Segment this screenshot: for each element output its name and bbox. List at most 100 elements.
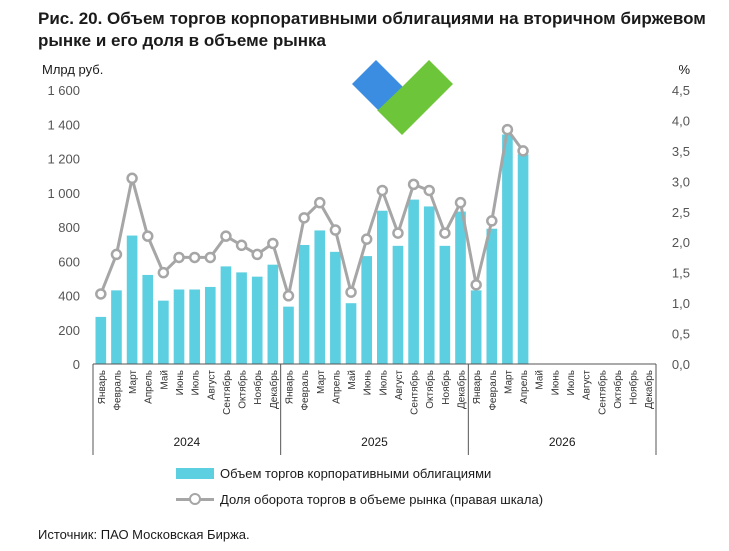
x-axis: Январь Февраль Март Апрель Май Июнь Июль Август… [92,363,657,455]
line-point [110,248,123,261]
line-point [173,251,185,264]
x-tick-label: Февраль [488,370,499,411]
legend-bar-label: Объем торгов корпоративными облигациями [220,465,492,481]
bar [283,306,294,364]
right-tick-label: 3,0 [672,174,690,189]
x-tick-label: Декабрь [268,370,280,409]
right-tick-label: 4,0 [672,113,690,128]
bar [345,303,357,364]
x-tick-label: Сентябрь [221,370,233,415]
right-tick-label: 0,0 [672,357,690,372]
x-tick-label: Февраль [112,370,123,411]
chart-title: Рис. 20. Объем торгов корпоративными обл… [38,9,706,50]
legend-item-line: Доля оборота торгов в объеме рынка (прав… [176,489,543,509]
bar [126,235,138,364]
left-tick-label: 800 [58,220,80,235]
right-tick-label: 2,0 [672,235,690,250]
line-point [392,227,404,239]
x-tick-label: Октябрь [237,370,249,409]
bar [470,290,482,364]
source-note: Источник: ПАО Московская Биржа. [38,527,250,542]
x-tick-label: Июль [566,370,577,396]
x-tick-label: Май [535,370,546,390]
line-point [501,123,514,136]
right-tick-label: 3,5 [672,144,690,159]
x-tick-label: Январь [472,370,483,404]
bar [392,245,404,364]
x-tick-label: Май [159,370,170,390]
bar [517,154,529,364]
line-point [314,196,326,209]
line-point [126,172,138,185]
line-point [360,233,373,245]
x-tick-label: Март [316,370,327,394]
legend-bar-swatch [176,467,214,479]
bar [377,210,388,364]
bar [502,134,513,364]
year-label: 2026 [549,435,576,449]
x-tick-label: Декабрь [643,370,655,409]
right-axis-ticks: 0,0 0,5 1,0 1,5 2,0 2,5 3,0 3,5 4,0 4,5 [672,83,690,372]
left-tick-label: 1 000 [47,186,80,201]
bar [204,286,216,364]
bar [95,316,107,364]
line-point [486,215,498,227]
bar [298,244,310,364]
x-tick-label: Декабрь [456,370,468,409]
x-tick-label: Июнь [550,370,561,395]
line-point [329,224,342,236]
bar [267,264,279,364]
x-tick-label: Июнь [175,370,186,395]
line-point [157,266,170,279]
bar-series [95,134,529,364]
left-tick-label: 1 400 [47,117,80,132]
left-tick-label: 1 200 [47,152,80,167]
x-tick-label: Ноябрь [440,370,452,405]
line-point [470,279,482,291]
x-tick-label: Апрель [331,370,342,404]
line-point [141,230,154,242]
x-tick-label: Март [128,370,139,394]
x-tick-label: Август [394,370,405,401]
line-point [220,230,232,242]
x-tick-label: Январь [97,370,108,404]
line-point [423,184,435,197]
x-tick-label: Апрель [519,370,530,404]
line-point [235,239,248,252]
line-point [204,251,217,264]
line-point [267,237,279,250]
x-tick-label: Июль [378,370,389,396]
bar [314,230,326,364]
heart-logo [352,60,453,135]
line-point [376,184,389,197]
bar [173,289,185,364]
x-tick-label: Июль [191,370,202,396]
x-tick-label: Март [503,370,514,394]
legend-item-bars: Объем торгов корпоративными облигациями [176,463,543,483]
line-point [298,212,310,224]
bar [236,272,247,364]
x-tick-label: Сентябрь [596,370,608,415]
x-tick-label: Июнь [363,370,374,395]
x-tick-label: Февраль [300,370,311,411]
right-tick-label: 1,5 [672,266,690,281]
bar [158,300,169,364]
left-tick-label: 600 [58,254,80,269]
right-tick-label: 2,5 [672,205,690,220]
x-tick-label: Ноябрь [628,370,640,405]
bar [251,276,263,364]
left-tick-label: 400 [58,289,80,304]
year-label: 2024 [173,435,200,449]
x-tick-label: Октябрь [612,370,624,409]
x-tick-label: Январь [284,370,295,404]
left-tick-label: 1 600 [47,83,80,98]
legend-line-swatch [176,493,214,505]
x-tick-label: Август [582,370,593,401]
line-path [99,125,525,298]
line-point [251,248,263,261]
x-tick-label: Август [206,370,217,401]
x-tick-label: Октябрь [424,370,436,409]
bar [361,256,372,364]
line-point [345,286,357,298]
